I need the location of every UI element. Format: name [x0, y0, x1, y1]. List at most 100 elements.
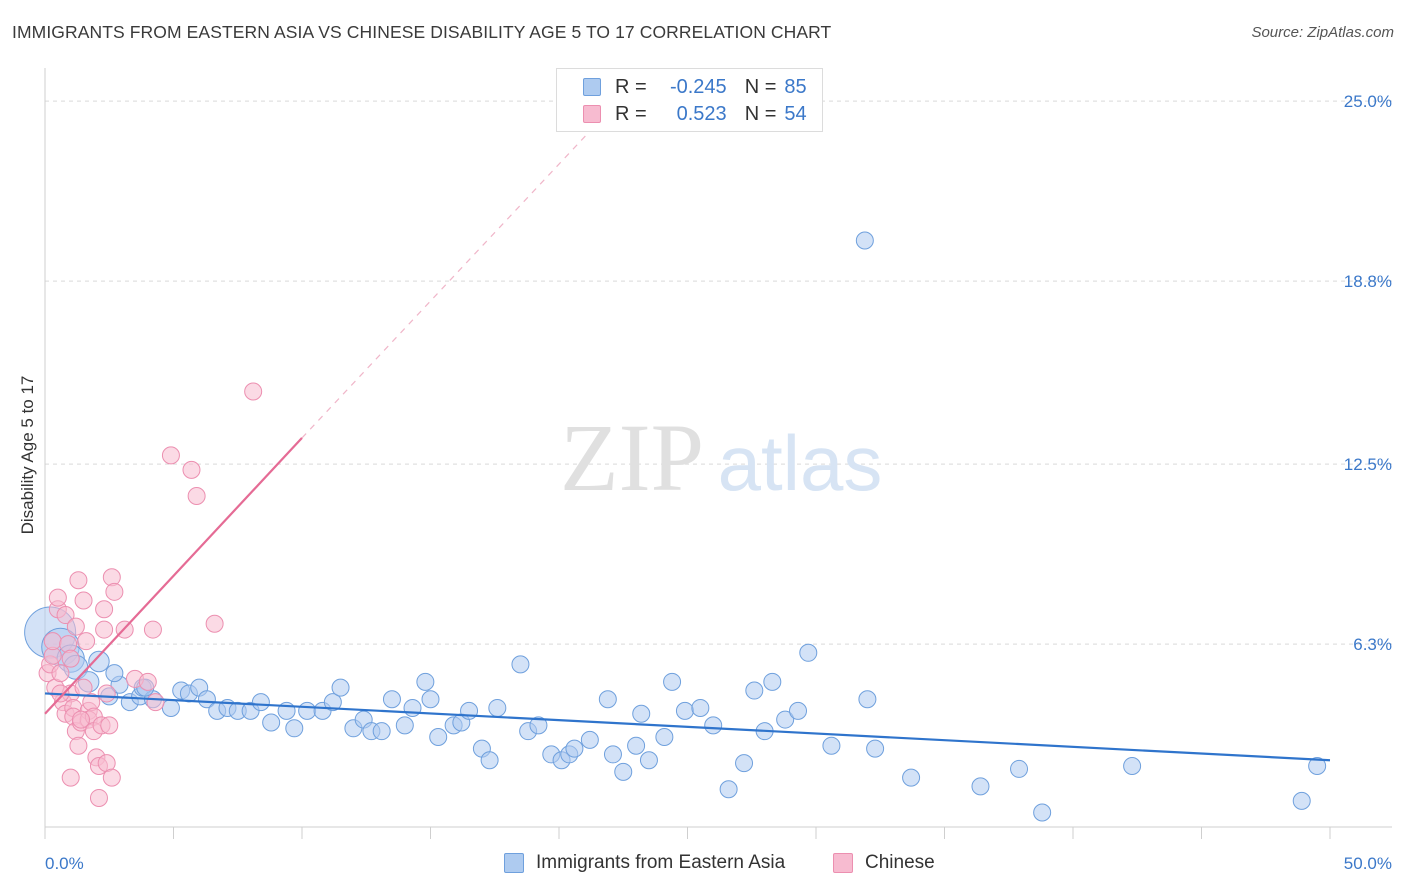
eastern-asia-point	[639, 751, 658, 770]
chinese-point	[105, 582, 124, 601]
chinese-point	[61, 768, 80, 787]
series-legend: Immigrants from Eastern Asia Chinese	[0, 852, 1406, 878]
axes	[44, 68, 1392, 839]
trend-lines	[44, 100, 1331, 762]
chinese-point	[43, 632, 62, 651]
eastern-asia-point	[480, 751, 499, 770]
eastern-asia-point	[382, 690, 401, 709]
chinese-point	[182, 460, 201, 479]
chart-title: IMMIGRANTS FROM EASTERN ASIA VS CHINESE …	[12, 22, 832, 42]
legend-item-chinese[interactable]: Chinese	[833, 852, 935, 874]
eastern-asia-point	[719, 780, 738, 799]
y-tick-label: 18.8%	[1344, 272, 1392, 291]
eastern-asia-point	[331, 678, 350, 697]
eastern-asia-point	[855, 231, 874, 250]
chinese-trendline-extension	[301, 100, 619, 439]
eastern-asia-point	[745, 681, 764, 700]
eastern-asia-point	[529, 716, 548, 735]
eastern-asia-point	[1010, 759, 1029, 778]
chinese-point	[205, 614, 224, 633]
eastern-asia-point	[789, 701, 808, 720]
eastern-asia-point	[627, 736, 646, 755]
eastern-asia-point	[776, 710, 795, 729]
eastern-asia-point	[105, 664, 124, 683]
n-label: N =	[744, 75, 777, 98]
eastern-asia-point	[663, 672, 682, 691]
chinese-point	[100, 716, 119, 735]
chinese-point	[77, 632, 96, 651]
eastern-asia-point	[763, 672, 782, 691]
legend-row-blue: R = -0.245 N = 85	[583, 75, 807, 99]
eastern-asia-point	[799, 643, 818, 662]
x-tick-label: 50.0%	[1344, 854, 1392, 873]
chinese-trendline	[44, 437, 303, 715]
eastern-asia-point	[691, 698, 710, 717]
legend-item-eastern-asia[interactable]: Immigrants from Eastern Asia	[504, 852, 785, 874]
eastern-asia-point	[603, 745, 622, 764]
eastern-asia-point	[614, 762, 633, 781]
eastern-asia-point	[488, 698, 507, 717]
legend-row-pink: R = 0.523 N = 54	[583, 102, 807, 126]
legend-swatch-pink	[833, 853, 853, 873]
eastern-asia-point	[565, 739, 584, 758]
chinese-point	[244, 382, 263, 401]
eastern-asia-point	[675, 701, 694, 720]
correlation-legend: R = -0.245 N = 85 R = 0.523 N = 54	[556, 68, 823, 132]
eastern-asia-point	[161, 698, 180, 717]
watermark-zip: ZIP	[560, 404, 704, 511]
chinese-point	[69, 736, 88, 755]
chinese-point	[187, 487, 206, 506]
chinese-point	[71, 710, 90, 729]
eastern-asia-point	[902, 768, 921, 787]
r-value: 0.523	[676, 102, 727, 125]
watermark-atlas: atlas	[718, 419, 883, 507]
chinese-point	[143, 620, 162, 639]
data-points	[24, 231, 1327, 822]
tick-labels: 6.3% 12.5% 18.8% 25.0% 0.0% 50.0%	[45, 92, 1392, 873]
eastern-asia-point	[511, 655, 530, 674]
eastern-asia-point	[416, 672, 435, 691]
eastern-asia-point	[429, 727, 448, 746]
eastern-asia-trendline	[44, 692, 1331, 762]
eastern-asia-point	[704, 716, 723, 735]
eastern-asia-point	[298, 701, 317, 720]
eastern-asia-point	[323, 693, 342, 712]
eastern-asia-point	[971, 777, 990, 796]
chinese-point	[138, 672, 157, 691]
chinese-point	[48, 588, 67, 607]
eastern-asia-point	[1123, 757, 1142, 776]
r-value: -0.245	[669, 75, 727, 98]
r-label: R =	[615, 102, 647, 125]
legend-swatch-pink	[583, 105, 601, 123]
eastern-asia-point	[395, 716, 414, 735]
n-value: 54	[784, 102, 807, 125]
eastern-asia-point	[655, 727, 674, 746]
eastern-asia-point	[1308, 757, 1327, 776]
chinese-point	[66, 617, 85, 636]
eastern-asia-point	[285, 719, 304, 738]
n-value: 85	[784, 75, 807, 98]
chinese-point	[89, 788, 108, 807]
chinese-point	[95, 620, 114, 639]
legend-label: Immigrants from Eastern Asia	[536, 852, 786, 873]
chinese-point	[95, 600, 114, 619]
chinese-point	[61, 649, 80, 668]
r-label: R =	[615, 75, 647, 98]
eastern-asia-point	[262, 713, 281, 732]
chinese-point	[51, 664, 70, 683]
chinese-point	[146, 693, 165, 712]
eastern-asia-point	[580, 730, 599, 749]
eastern-asia-point	[858, 690, 877, 709]
eastern-asia-point	[735, 754, 754, 773]
gridlines	[45, 100, 1392, 645]
eastern-asia-point	[598, 690, 617, 709]
eastern-asia-point	[88, 650, 110, 673]
n-label: N =	[744, 102, 777, 125]
y-axis-label: Disability Age 5 to 17	[18, 375, 37, 535]
source-label: Source: ZipAtlas.com	[1251, 24, 1394, 41]
chinese-point	[161, 446, 180, 465]
eastern-asia-point	[866, 739, 885, 758]
chinese-point	[97, 684, 116, 703]
eastern-asia-point	[822, 736, 841, 755]
